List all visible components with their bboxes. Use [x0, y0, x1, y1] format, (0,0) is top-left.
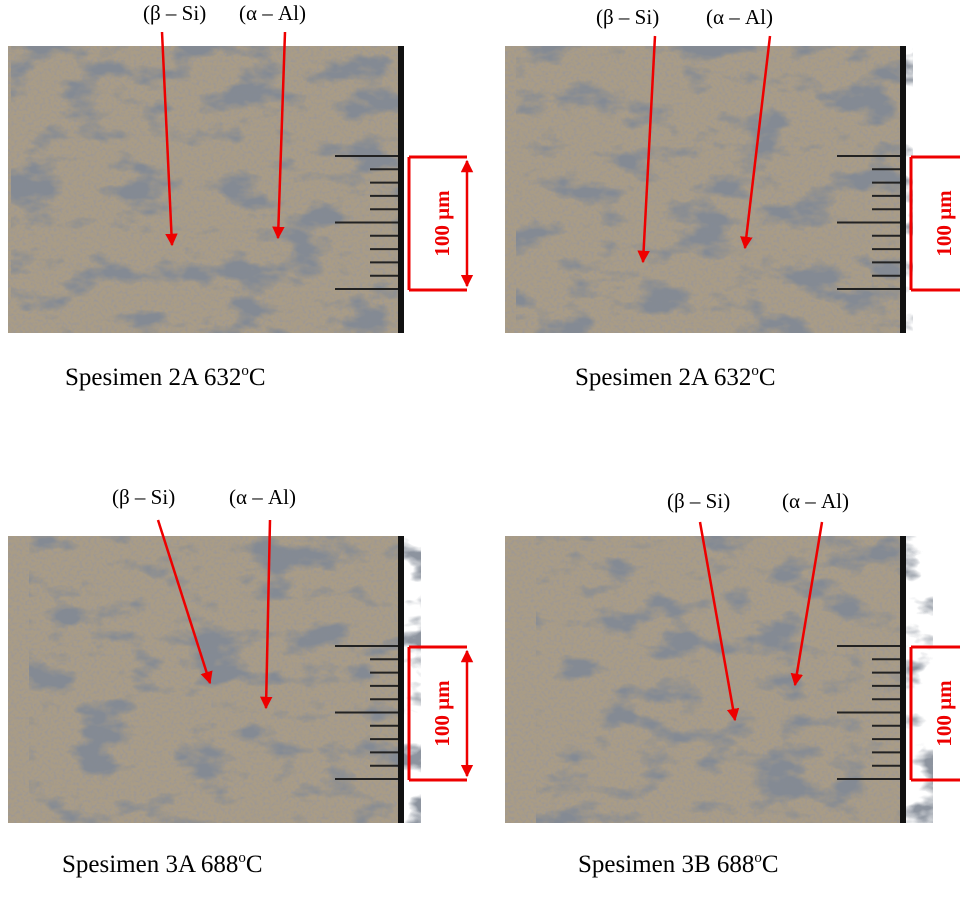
caption-sup: o: [754, 850, 762, 866]
caption-unit: C: [249, 364, 266, 391]
micrograph-border: [900, 536, 906, 823]
caption-text: Spesimen 3B 688: [578, 851, 754, 878]
micrograph-border: [900, 46, 906, 333]
caption-unit: C: [246, 851, 263, 878]
micrograph-border: [398, 536, 404, 823]
caption: Spesimen 2A 632oC: [65, 363, 266, 391]
panel: 100 µm (β – Si) (α – Al) Spesimen 3B 688oC: [505, 489, 960, 878]
caption: Spesimen 2A 632oC: [575, 363, 776, 391]
beta-label: (β – Si): [112, 485, 175, 509]
scale-label: 100 µm: [430, 190, 454, 257]
scale-label: 100 µm: [430, 680, 454, 747]
caption-sup: o: [241, 363, 249, 379]
alpha-label: (α – Al): [229, 485, 296, 509]
caption-sup: o: [238, 850, 246, 866]
alpha-label: (α – Al): [782, 489, 849, 513]
alpha-label: (α – Al): [706, 5, 773, 29]
caption-text: Spesimen 2A 632: [575, 364, 751, 391]
scale-label: 100 µm: [932, 190, 956, 257]
beta-label: (β – Si): [596, 5, 659, 29]
panel: 100 µm (β – Si) (α – Al) Spesimen 2A 632oC: [505, 5, 960, 391]
beta-label: (β – Si): [667, 489, 730, 513]
scale-label: 100 µm: [932, 680, 956, 747]
caption-unit: C: [762, 851, 779, 878]
caption-text: Spesimen 2A 632: [65, 364, 241, 391]
panel: 100 µm (β – Si) (α – Al) Spesimen 3A 688oC: [8, 485, 467, 878]
caption-text: Spesimen 3A 688: [62, 851, 238, 878]
panel: 100 µm (β – Si) (α – Al) Spesimen 2A 632oC: [8, 1, 467, 391]
beta-label: (β – Si): [143, 1, 206, 25]
caption-sup: o: [751, 363, 759, 379]
alpha-label: (α – Al): [239, 1, 306, 25]
caption: Spesimen 3B 688oC: [578, 850, 779, 878]
micrograph-border: [398, 46, 404, 333]
caption-unit: C: [759, 364, 776, 391]
figure: 100 µm(β – Si)(α – Al)Spesimen 2A 632oC1…: [0, 0, 960, 902]
caption: Spesimen 3A 688oC: [62, 850, 263, 878]
